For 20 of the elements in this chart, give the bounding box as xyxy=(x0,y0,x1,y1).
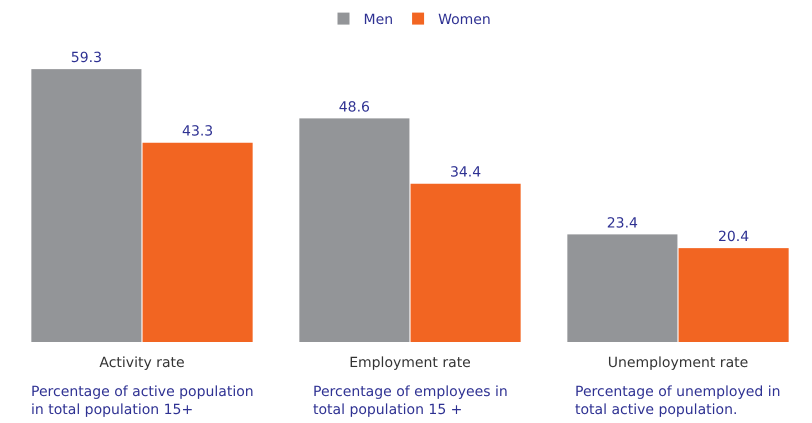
bar xyxy=(410,184,521,342)
text: Percentage of employees in total population 15 + xyxy=(313,384,508,418)
bar xyxy=(567,234,678,342)
data-label: 20.4 xyxy=(718,229,750,246)
legend-label: Women xyxy=(438,12,491,28)
bar xyxy=(142,142,253,342)
data-label: 48.6 xyxy=(338,99,370,116)
x-tick-label: Unemployment rate xyxy=(608,355,748,371)
x-tick-label: Employment rate xyxy=(349,355,471,371)
bar xyxy=(678,248,789,342)
text: Percentage of active population in total population 15+ xyxy=(31,384,254,418)
legend-label: Men xyxy=(364,12,394,28)
bar xyxy=(299,118,410,342)
data-label: 34.4 xyxy=(450,164,482,181)
text: Percentage of unemployed in total active population. xyxy=(575,384,780,418)
data-label: 43.3 xyxy=(182,124,214,140)
x-tick-label: Activity rate xyxy=(99,355,185,371)
data-label: 59.3 xyxy=(70,50,102,66)
data-label: 23.4 xyxy=(606,215,638,232)
bar xyxy=(31,69,142,342)
